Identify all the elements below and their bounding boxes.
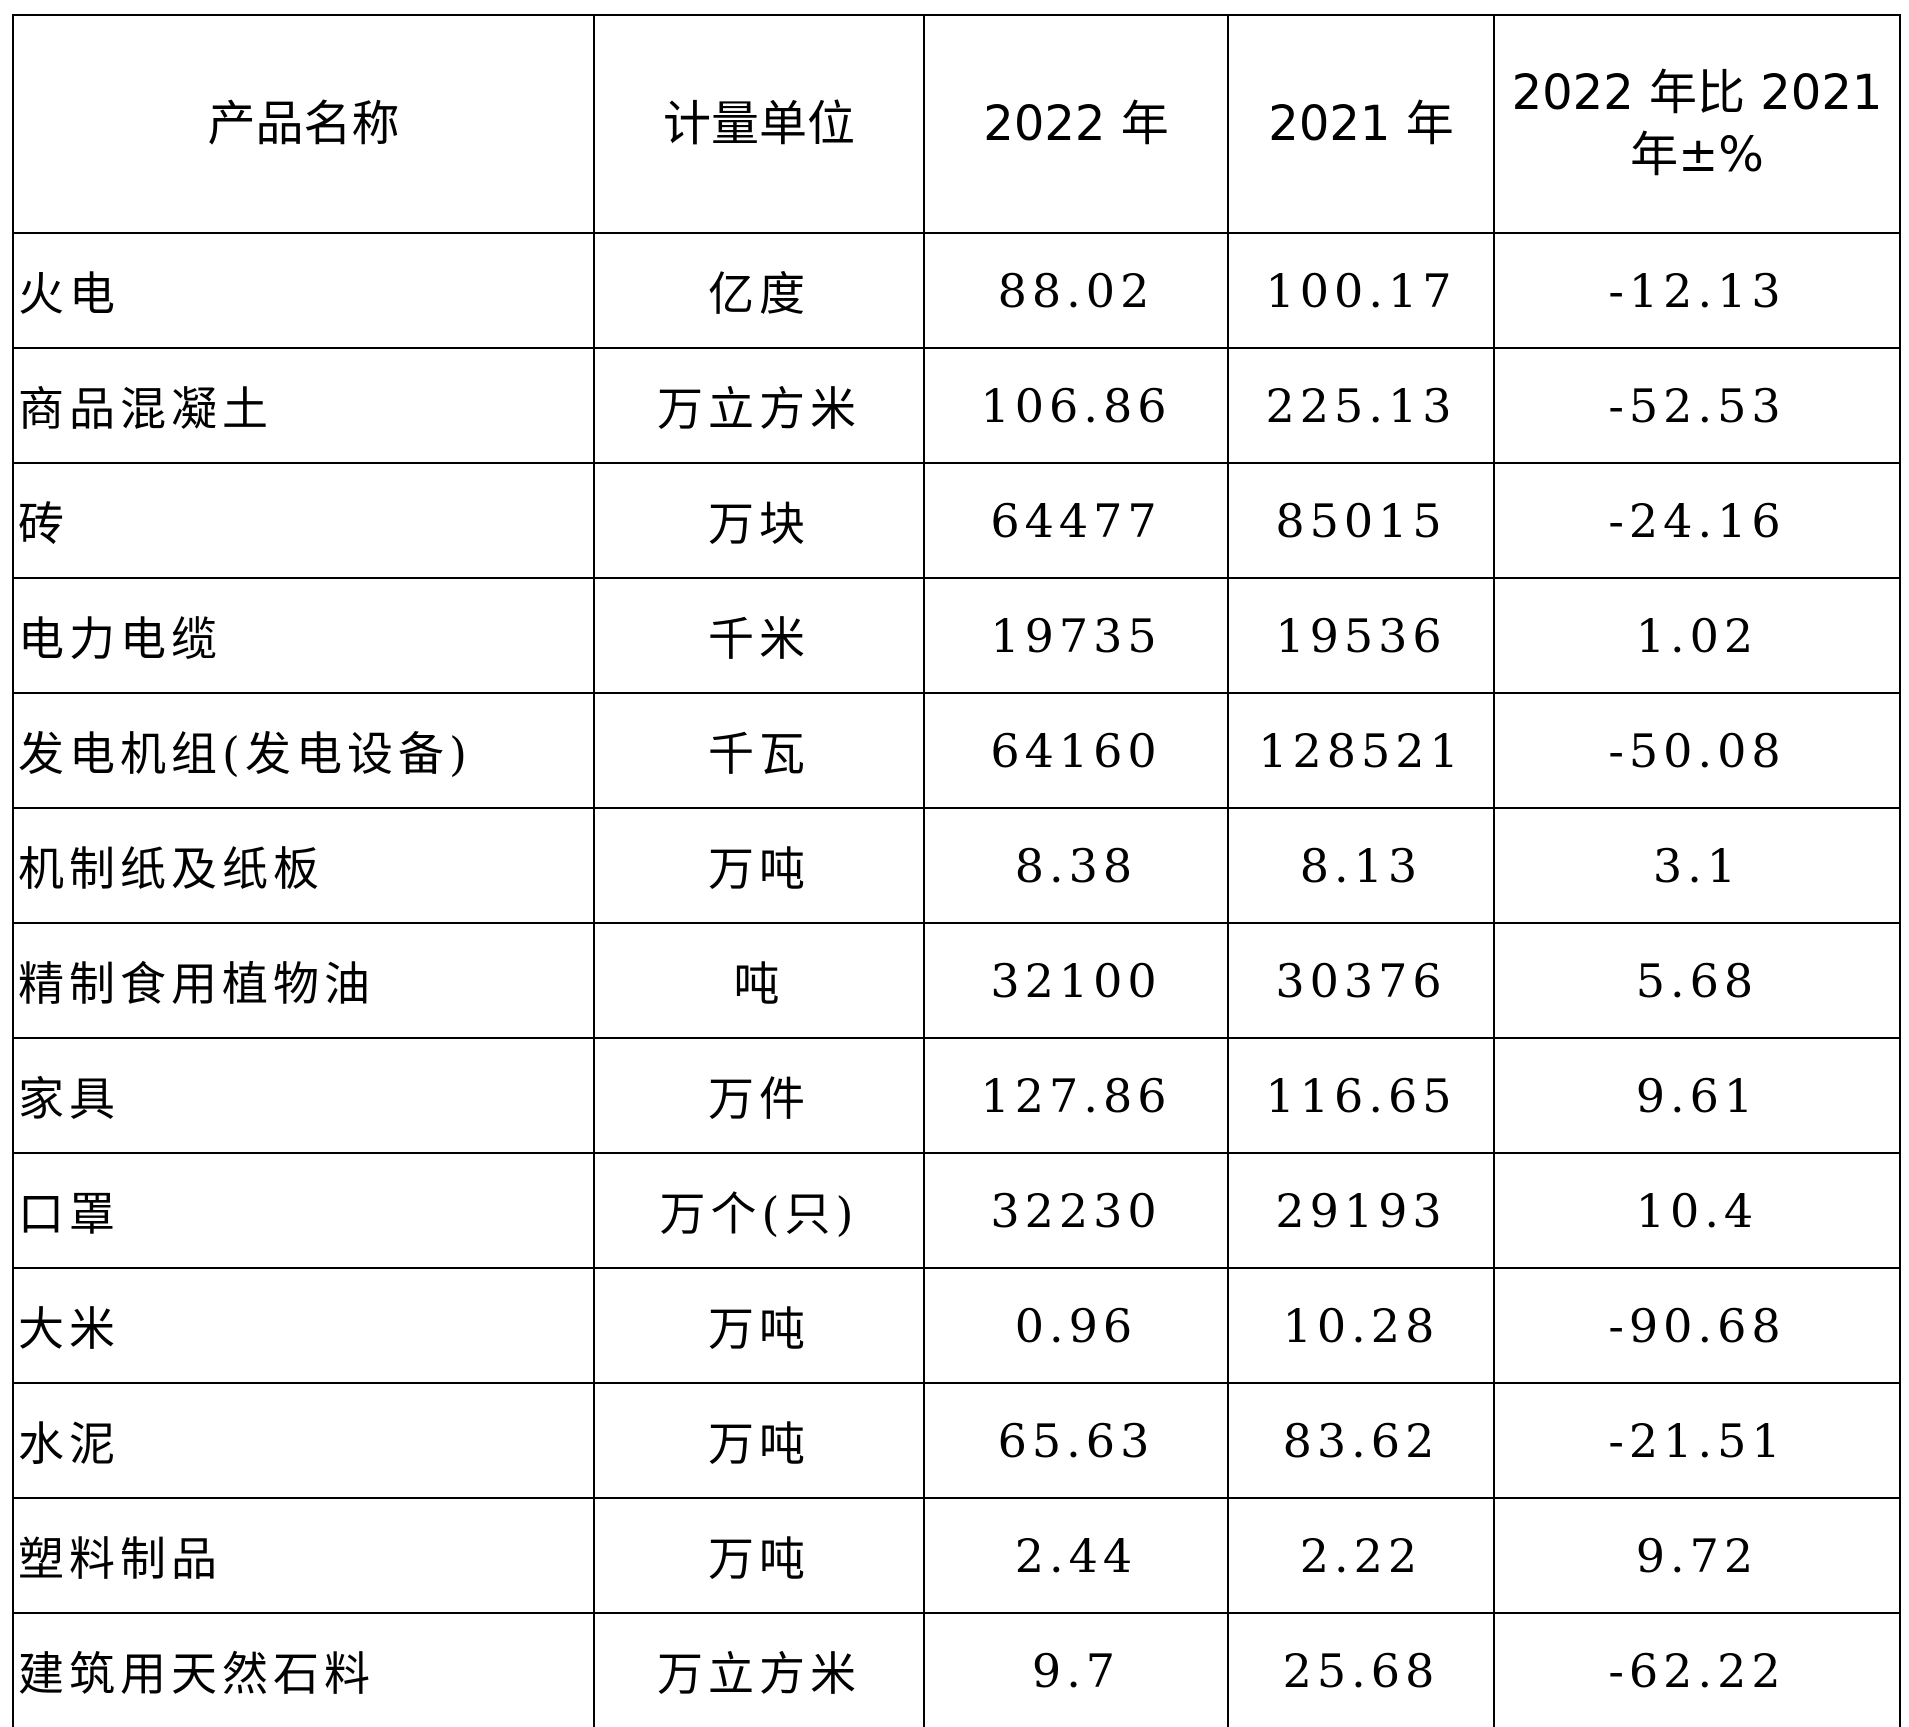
table-cell: -24.16 <box>1493 462 1901 579</box>
table-cell: 32100 <box>923 922 1229 1039</box>
table-cell: -62.22 <box>1493 1612 1901 1727</box>
table-cell: 亿度 <box>593 232 925 349</box>
table-cell: 9.61 <box>1493 1037 1901 1154</box>
product-name: 建筑用天然石料 <box>12 1612 595 1727</box>
table-row: 水泥 万吨 65.63 83.62 -21.51 <box>12 1382 1901 1499</box>
table-body: 火电 亿度 88.02 100.17 -12.13 商品混凝土 万立方米 106.86 225.… <box>12 232 1901 1727</box>
product-name: 大米 <box>12 1267 595 1384</box>
table-cell: 127.86 <box>923 1037 1229 1154</box>
table-row: 砖万块 64477 85015 -24.16 <box>12 462 1901 579</box>
product-name: 塑料制品 <box>12 1497 595 1614</box>
table-row: 机制纸及纸板 万吨 8.38 8.13 3.1 <box>12 807 1901 924</box>
table-cell: 64160 <box>923 692 1229 809</box>
table-cell: 万个(只) <box>593 1152 925 1269</box>
product-name: 家具 <box>12 1037 595 1154</box>
table-cell: 65.63 <box>923 1382 1229 1499</box>
table-cell: 2.22 <box>1227 1497 1495 1614</box>
table-row: 商品混凝土 万立方米 106.86 225.13 -52.53 <box>12 347 1901 464</box>
product-name: 商品混凝土 <box>12 347 595 464</box>
table-cell: 88.02 <box>923 232 1229 349</box>
product-name: 砖 <box>12 462 595 579</box>
header-cell: 2022 年 <box>923 14 1229 234</box>
table-cell: 5.68 <box>1493 922 1901 1039</box>
table-cell: 225.13 <box>1227 347 1495 464</box>
table-cell: 32230 <box>923 1152 1229 1269</box>
header-cell: 产品名称 <box>12 14 595 234</box>
table-row: 家具 万件 127.86 116.65 9.61 <box>12 1037 1901 1154</box>
table-cell: 千瓦 <box>593 692 925 809</box>
table-cell: 千米 <box>593 577 925 694</box>
table-cell: 9.7 <box>923 1612 1229 1727</box>
table-row: 建筑用天然石料 万立方米 9.7 25.68 -62.22 <box>12 1612 1901 1727</box>
table-cell: 25.68 <box>1227 1612 1495 1727</box>
table-cell: 0.96 <box>923 1267 1229 1384</box>
product-name: 精制食用植物油 <box>12 922 595 1039</box>
product-name: 发电机组(发电设备) <box>12 692 595 809</box>
table-cell: 29193 <box>1227 1152 1495 1269</box>
table-cell: -52.53 <box>1493 347 1901 464</box>
table-cell: 106.86 <box>923 347 1229 464</box>
table-row: 口罩 万个(只) 32230 29193 10.4 <box>12 1152 1901 1269</box>
table-row: 大米 万吨 0.96 10.28 -90.68 <box>12 1267 1901 1384</box>
table-cell: 吨 <box>593 922 925 1039</box>
table-cell: -21.51 <box>1493 1382 1901 1499</box>
header-cell: 2022 年比 2021 年±% <box>1493 14 1901 234</box>
header-cell: 计量单位 <box>593 14 925 234</box>
table-cell: 85015 <box>1227 462 1495 579</box>
table-cell: 万立方米 <box>593 347 925 464</box>
table-cell: 100.17 <box>1227 232 1495 349</box>
table-cell: 万吨 <box>593 1267 925 1384</box>
table-cell: 万吨 <box>593 1382 925 1499</box>
table-cell: -12.13 <box>1493 232 1901 349</box>
table-cell: 9.72 <box>1493 1497 1901 1614</box>
table-cell: 8.13 <box>1227 807 1495 924</box>
table-cell: 10.4 <box>1493 1152 1901 1269</box>
table-cell: 83.62 <box>1227 1382 1495 1499</box>
table-cell: -90.68 <box>1493 1267 1901 1384</box>
table-cell: 19536 <box>1227 577 1495 694</box>
table-cell: -50.08 <box>1493 692 1901 809</box>
table-row: 火电 亿度 88.02 100.17 -12.13 <box>12 232 1901 349</box>
header-cell: 2021 年 <box>1227 14 1495 234</box>
table-cell: 10.28 <box>1227 1267 1495 1384</box>
table-cell: 128521 <box>1227 692 1495 809</box>
table-cell: 万立方米 <box>593 1612 925 1727</box>
data-table: 产品名称 计量单位 2022 年 2021 年 2022 年比 2021 年±% 火电亿… <box>12 14 1901 1727</box>
table-cell: 64477 <box>923 462 1229 579</box>
table-cell: 3.1 <box>1493 807 1901 924</box>
table-cell: 19735 <box>923 577 1229 694</box>
product-name: 水泥 <box>12 1382 595 1499</box>
table-cell: 万吨 <box>593 1497 925 1614</box>
product-name: 电力电缆 <box>12 577 595 694</box>
table-cell: 116.65 <box>1227 1037 1495 1154</box>
table-cell: 万块 <box>593 462 925 579</box>
table-row: 发电机组(发电设备) 千瓦 64160 128521 -50.08 <box>12 692 1901 809</box>
header-row: 产品名称 计量单位 2022 年 2021 年 2022 年比 2021 年±% <box>12 14 1901 234</box>
table-cell: 万件 <box>593 1037 925 1154</box>
table-cell: 8.38 <box>923 807 1229 924</box>
table-cell: 2.44 <box>923 1497 1229 1614</box>
table-row: 塑料制品 万吨 2.44 2.22 9.72 <box>12 1497 1901 1614</box>
product-name: 口罩 <box>12 1152 595 1269</box>
table-cell: 1.02 <box>1493 577 1901 694</box>
table-cell: 30376 <box>1227 922 1495 1039</box>
table-row: 电力电缆 千米 19735 19536 1.02 <box>12 577 1901 694</box>
product-name: 火电 <box>12 232 595 349</box>
product-name: 机制纸及纸板 <box>12 807 595 924</box>
table-row: 精制食用植物油吨 32100 30376 5.68 <box>12 922 1901 1039</box>
table-cell: 万吨 <box>593 807 925 924</box>
